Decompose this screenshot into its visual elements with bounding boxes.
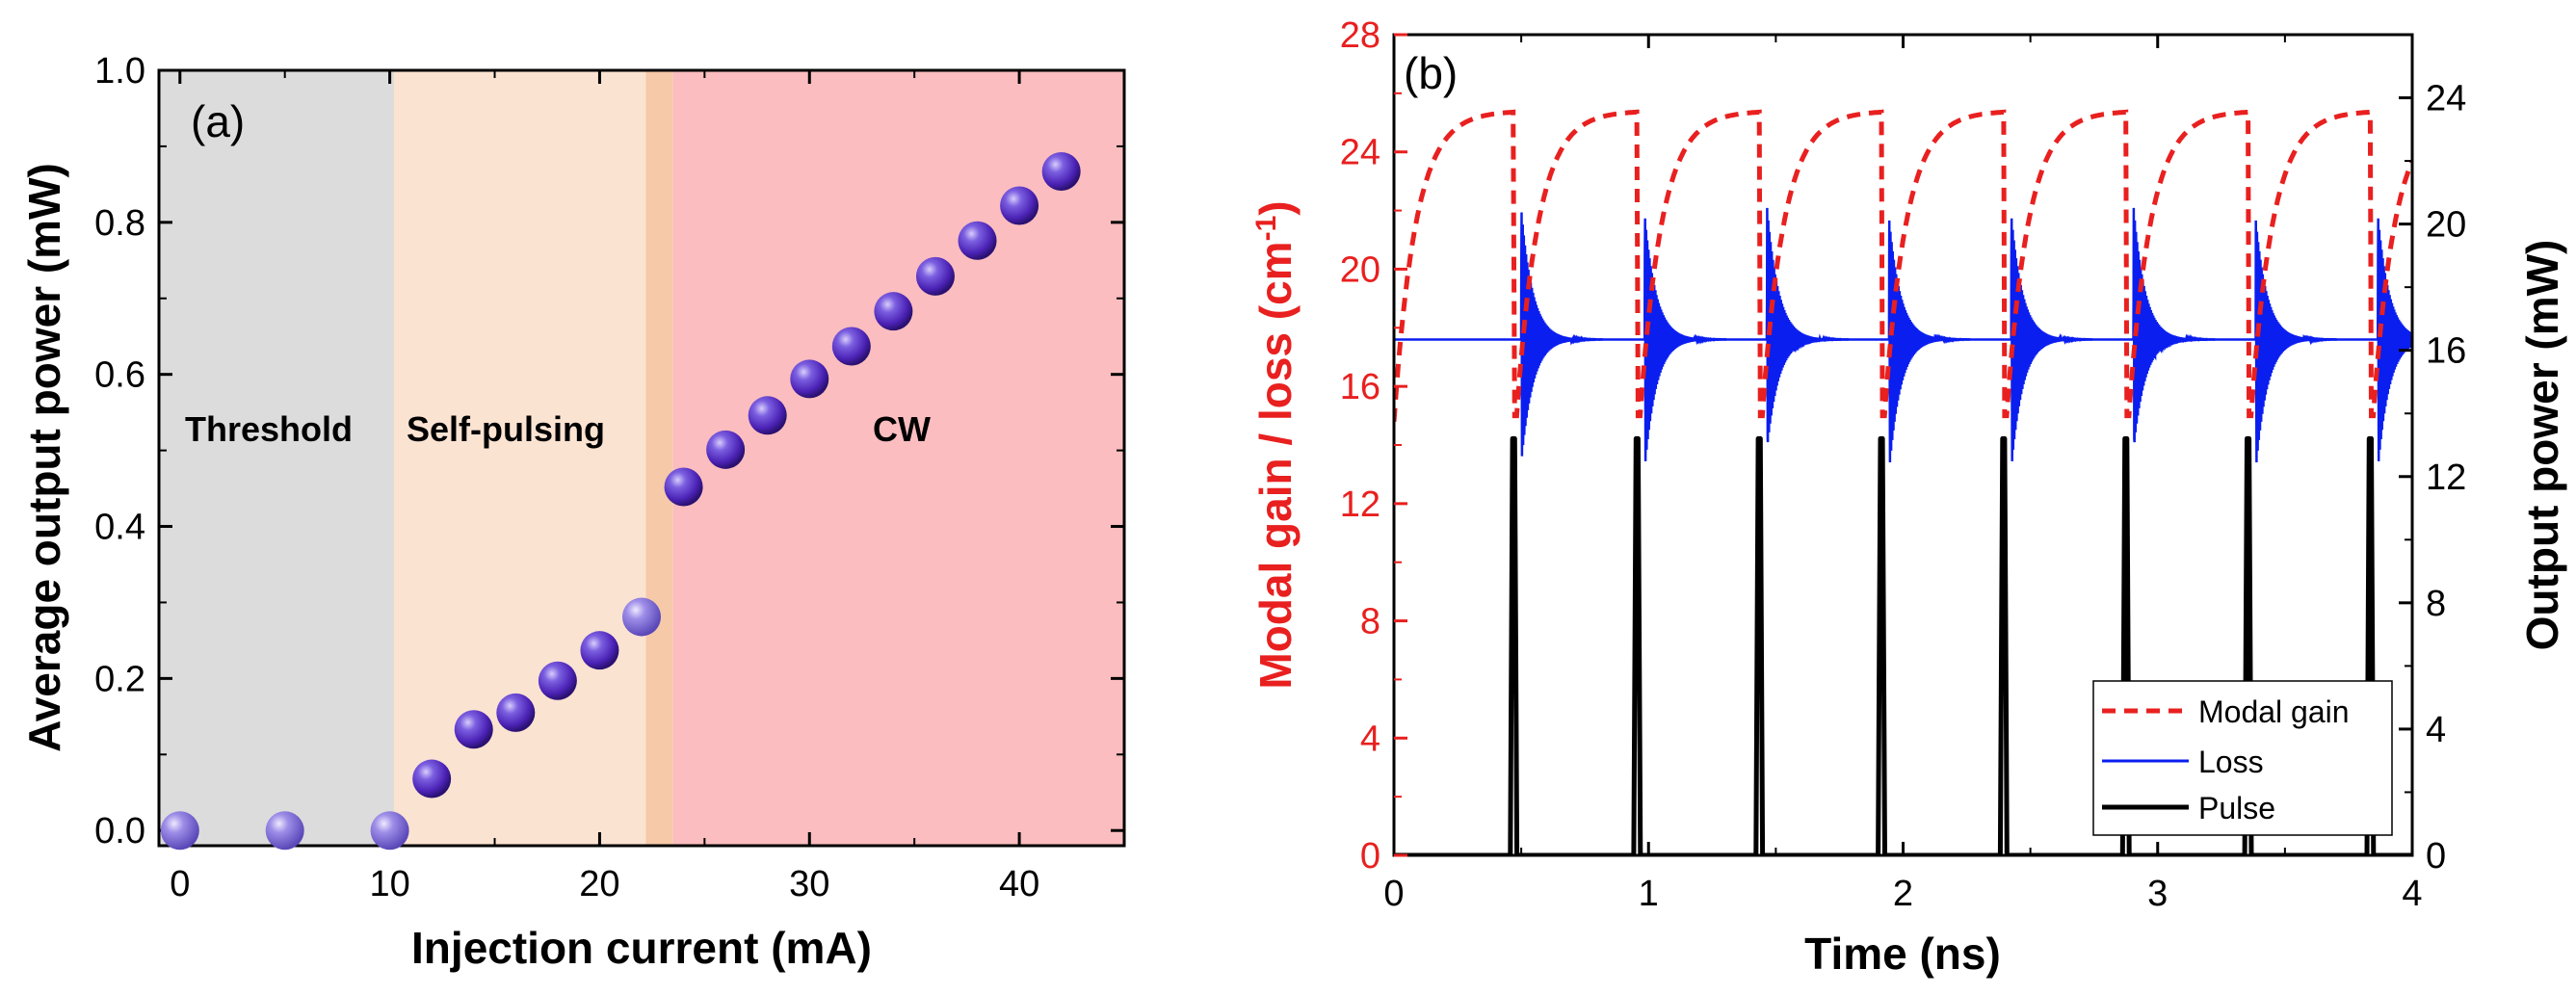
x-axis-ticks: 0 10 20 30 40 — [170, 70, 1125, 904]
x-tick-label: 20 — [579, 864, 619, 904]
x-tick-label: 0 — [170, 864, 190, 904]
y-tick-label: 0.0 — [94, 811, 145, 851]
x-tick-label: 3 — [2147, 874, 2168, 914]
y-axis-title: Average output power (mW) — [19, 163, 69, 752]
data-point — [160, 811, 199, 851]
panel-a-frame — [157, 68, 1126, 848]
left-y-axis-title: Modal gain / loss (cm-1) — [1250, 200, 1301, 689]
series-loss-line — [1394, 207, 2412, 463]
region-bands — [159, 70, 1124, 846]
x-axis-ticks: 0 1 2 3 4 — [1383, 35, 2423, 914]
legend-label-modal-gain: Modal gain — [2198, 694, 2350, 729]
right-y-tick-label: 16 — [2426, 331, 2466, 372]
x-tick-label: 30 — [789, 864, 829, 904]
left-y-tick-label: 28 — [1340, 15, 1380, 56]
data-point — [412, 759, 452, 799]
region-label-cw: CW — [873, 409, 931, 449]
right-y-tick-label: 20 — [2426, 205, 2466, 246]
region-band — [645, 70, 673, 846]
right-y-tick-label: 12 — [2426, 458, 2466, 498]
data-point — [1000, 186, 1039, 225]
x-tick-label: 10 — [369, 864, 409, 904]
data-point — [748, 396, 787, 435]
y-tick-label: 0.8 — [94, 203, 145, 244]
data-point — [706, 430, 746, 469]
x-tick-label: 1 — [1639, 874, 1659, 914]
panel-a-label: (a) — [191, 96, 245, 146]
right-y-tick-label: 24 — [2426, 79, 2466, 119]
legend: Modal gain Loss Pulse — [2092, 680, 2393, 836]
legend-label-pulse: Pulse — [2198, 791, 2275, 825]
data-point — [790, 359, 829, 399]
series-modal-gain-line — [1394, 109, 2412, 422]
x-tick-label: 2 — [1893, 874, 1913, 914]
region-band — [159, 70, 394, 846]
data-point — [496, 693, 536, 732]
left-y-axis-title-main: Modal gain / loss (cm — [1250, 241, 1301, 689]
left-y-tick-label: 24 — [1340, 133, 1380, 173]
y-tick-label: 1.0 — [94, 51, 145, 92]
left-y-tick-label: 20 — [1340, 249, 1380, 290]
left-y-tick-label: 12 — [1340, 484, 1380, 525]
x-axis-title: Injection current (mA) — [411, 923, 872, 973]
data-point — [664, 467, 703, 507]
x-tick-label: 4 — [2402, 874, 2422, 914]
y-tick-label: 0.4 — [94, 508, 145, 548]
left-y-tick-label: 8 — [1360, 602, 1380, 642]
data-points — [160, 151, 1081, 851]
right-y-tick-label: 8 — [2426, 584, 2446, 624]
left-y-axis-title-end: ) — [1250, 200, 1301, 215]
legend-label-loss: Loss — [2198, 745, 2264, 779]
data-point — [454, 710, 493, 749]
data-point — [831, 327, 871, 366]
region-label-self-pulsing: Self-pulsing — [407, 409, 605, 449]
data-point — [622, 597, 661, 637]
data-point — [874, 292, 913, 331]
right-y-axis-title: Output power (mW) — [2517, 240, 2567, 651]
y-tick-label: 0.6 — [94, 355, 145, 396]
data-point — [538, 661, 577, 700]
y-tick-label: 0.2 — [94, 659, 145, 699]
y-axis-ticks: 0.0 0.2 0.4 0.6 0.8 1.0 — [94, 51, 1124, 851]
data-point — [265, 811, 304, 851]
left-y-tick-label: 0 — [1360, 836, 1380, 877]
data-point — [580, 631, 619, 670]
region-label-threshold: Threshold — [185, 409, 353, 449]
left-y-axis-title-sup: -1 — [1250, 216, 1282, 242]
data-point — [1041, 151, 1081, 191]
series-pulse-line — [1394, 435, 2412, 855]
data-point — [370, 811, 409, 851]
right-y-tick-label: 0 — [2426, 836, 2446, 877]
panel-a: 0 10 20 30 40 0.0 0.2 0.4 0.6 0.8 1.0 (a) Thresho… — [19, 51, 1126, 973]
data-point — [958, 221, 997, 260]
left-y-tick-label: 4 — [1360, 719, 1380, 759]
region-band — [672, 70, 1124, 846]
x-tick-label: 0 — [1383, 874, 1404, 914]
right-y-tick-label: 4 — [2426, 710, 2446, 750]
left-y-tick-label: 16 — [1340, 367, 1380, 407]
data-point — [915, 256, 955, 296]
panel-b-label: (b) — [1404, 48, 1458, 98]
x-tick-label: 40 — [999, 864, 1039, 904]
x-axis-title: Time (ns) — [1804, 929, 2001, 979]
right-y-axis-ticks: 0 4 8 12 16 20 24 — [2399, 79, 2466, 877]
left-y-axis-ticks: 0 4 8 12 16 20 24 28 — [1340, 15, 1407, 877]
